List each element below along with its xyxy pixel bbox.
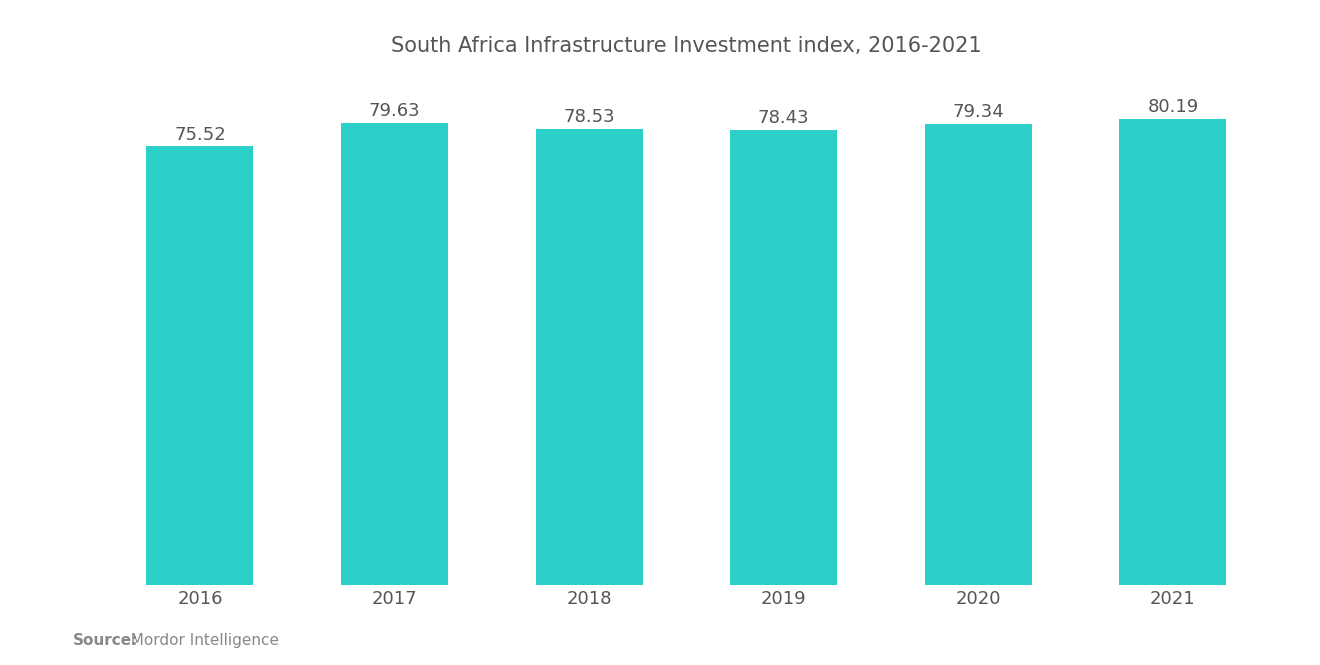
Text: 78.53: 78.53 <box>564 108 615 126</box>
Text: Source:: Source: <box>73 633 139 648</box>
Text: 75.52: 75.52 <box>174 126 226 144</box>
Bar <box>147 146 253 585</box>
Bar <box>1119 119 1226 585</box>
Text: 80.19: 80.19 <box>1147 98 1199 116</box>
Text: 79.34: 79.34 <box>953 103 1005 122</box>
Bar <box>925 124 1032 585</box>
Bar <box>536 129 643 585</box>
Text: Mordor Intelligence: Mordor Intelligence <box>121 633 280 648</box>
Bar <box>341 122 447 585</box>
Text: 78.43: 78.43 <box>758 108 809 126</box>
Text: 79.63: 79.63 <box>368 102 420 120</box>
Bar <box>730 130 837 585</box>
Title: South Africa Infrastructure Investment index, 2016-2021: South Africa Infrastructure Investment i… <box>391 36 982 56</box>
